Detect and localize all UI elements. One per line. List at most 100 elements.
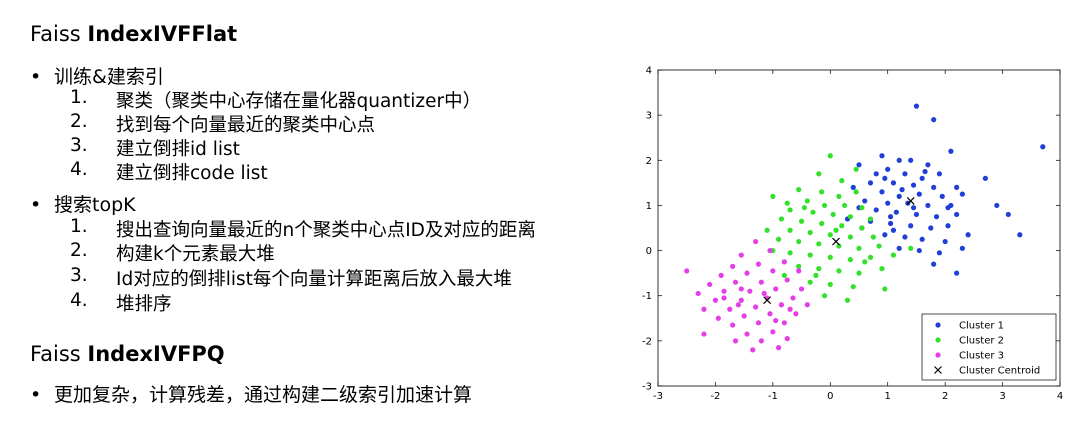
cluster-1-point — [913, 103, 920, 109]
cluster-2-point — [816, 241, 822, 247]
cluster-2-point — [827, 232, 833, 238]
cluster-2-point — [810, 209, 816, 215]
cluster-3-point — [758, 338, 764, 344]
cluster-2-point — [876, 243, 882, 249]
y-tick-label: 4 — [646, 66, 652, 77]
cluster-2-point — [882, 286, 888, 292]
cluster-2-point — [781, 272, 787, 278]
cluster-2-point — [847, 214, 853, 220]
cluster-1-point — [850, 184, 856, 190]
cluster-1-point — [959, 245, 965, 251]
cluster-3-point — [684, 268, 690, 274]
cluster-2-point — [870, 234, 876, 240]
x-tick-label: 3 — [999, 391, 1005, 402]
cluster-2-point — [867, 254, 874, 260]
cluster-3-point — [732, 338, 739, 344]
cluster-3-point — [721, 288, 727, 294]
cluster-3-point — [776, 345, 782, 351]
legend-box — [921, 313, 1057, 381]
cluster-3-point — [770, 268, 776, 274]
cluster-1-point — [925, 202, 931, 209]
cluster-1-point — [879, 189, 885, 195]
cluster-1-point — [902, 171, 908, 177]
cluster-2-point — [908, 245, 914, 251]
cluster-3-point — [784, 336, 790, 342]
cluster-2-point — [842, 202, 848, 209]
cluster-2-point — [890, 252, 897, 258]
cluster-3-point — [715, 315, 721, 321]
legend-marker — [935, 322, 941, 328]
x-tick-label: 2 — [942, 391, 948, 402]
cluster-1-point — [910, 182, 917, 188]
centroid-point — [763, 296, 772, 305]
legend-label: Cluster 2 — [959, 336, 1004, 347]
cluster-1-point — [925, 162, 931, 168]
y-tick-label: 2 — [646, 156, 652, 167]
cluster-3-point — [796, 268, 802, 274]
cluster-3-point — [804, 302, 810, 308]
cluster-3-point — [781, 320, 787, 326]
cluster-2-point — [853, 166, 859, 172]
cluster-1-point — [902, 234, 908, 240]
cluster-1-point — [982, 175, 988, 181]
cluster-3-point — [718, 272, 724, 278]
cluster-3-point — [738, 286, 744, 292]
centroid-point — [906, 196, 915, 205]
cluster-2-point — [764, 227, 770, 233]
cluster-3-point — [781, 259, 787, 265]
cluster-2-point — [784, 200, 790, 206]
cluster-2-point — [816, 171, 822, 177]
legend-marker — [935, 352, 941, 358]
cluster-1-point — [896, 193, 902, 199]
cluster-2-point — [807, 252, 813, 258]
cluster-2-point — [801, 205, 808, 211]
centroid-point — [832, 237, 840, 246]
cluster-2-point — [827, 254, 833, 260]
cluster-1-point — [959, 191, 965, 197]
cluster-1-point — [936, 250, 942, 256]
cluster-3-point — [741, 313, 747, 319]
cluster-3-point — [744, 270, 750, 276]
cluster-3-point — [712, 297, 719, 303]
cluster-2-point — [853, 189, 859, 195]
cluster-1-point — [893, 209, 899, 215]
cluster-1-point — [908, 223, 914, 229]
y-tick-label: -2 — [642, 336, 652, 347]
cluster-2-point — [859, 225, 865, 231]
cluster-3-point — [701, 306, 707, 312]
cluster-1-point — [945, 223, 951, 229]
slide-text-panel: Faiss IndexIVFFlat • 训练&建索引 1. 聚类（聚类中心存储在… — [30, 22, 536, 406]
cluster-2-point — [787, 207, 793, 213]
bullet-ivfpq-desc: • 更加复杂，计算残差，通过构建二级索引加速计算 — [30, 384, 473, 406]
cluster-1-point — [933, 214, 940, 220]
cluster-1-point — [931, 117, 937, 123]
cluster-3-point — [793, 311, 799, 317]
cluster-2-point — [796, 263, 802, 269]
bullet-dot: • — [30, 194, 42, 216]
cluster-2-point — [839, 223, 845, 229]
cluster-2-point — [804, 198, 810, 204]
cluster-2-point — [778, 216, 785, 222]
cluster-2-point — [807, 229, 813, 236]
cluster-1-point — [882, 175, 888, 181]
cluster-1-point — [954, 184, 960, 190]
cluster-1-point — [942, 238, 948, 245]
cluster-3-point — [773, 286, 779, 292]
cluster-1-point — [922, 168, 928, 175]
x-tick-label: 4 — [1057, 391, 1063, 402]
cluster-2-point — [833, 227, 839, 233]
cluster-3-point — [750, 347, 756, 353]
cluster-1-point — [873, 171, 879, 177]
cluster-3-point — [701, 331, 707, 337]
cluster-1-point — [919, 236, 925, 242]
cluster-1-point — [994, 202, 1000, 209]
bullet-dot: • — [30, 384, 42, 406]
x-tick-label: 0 — [827, 391, 833, 402]
cluster-1-point — [954, 211, 960, 218]
cluster-1-point — [896, 157, 902, 163]
cluster-2-point — [776, 236, 782, 242]
cluster-2-point — [859, 205, 865, 211]
cluster-2-point — [819, 220, 825, 227]
legend-marker-centroid — [934, 366, 942, 374]
y-tick-label: 1 — [646, 201, 652, 212]
